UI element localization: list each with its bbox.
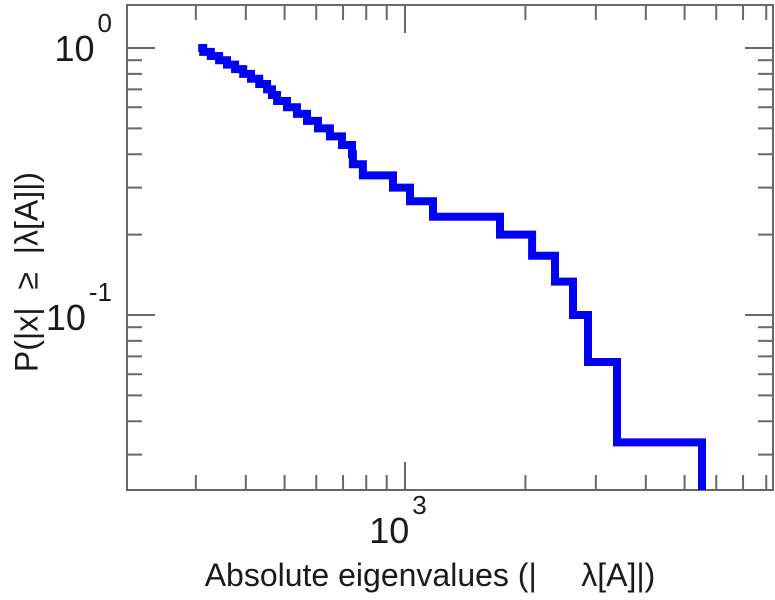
- y-tick-label-1e-1: 10-1: [8, 279, 112, 338]
- axis-ticks: [127, 5, 773, 490]
- y-axis-title: P(|x| ≥ |λ[A]|): [8, 171, 45, 373]
- plot-frame: [126, 4, 774, 491]
- y-tick-exponent-1e0: 0: [97, 7, 112, 38]
- y-tick-exponent-1e-1: -1: [88, 276, 112, 307]
- x-tick-base-1e3: 10: [369, 510, 410, 551]
- y-tick-base-1e0: 10: [54, 28, 95, 69]
- x-tick-label-1e3: 103: [338, 492, 458, 551]
- y-tick-base-1e-1: 10: [45, 297, 86, 338]
- ccdf-curve: [198, 44, 706, 490]
- x-axis-title: Absolute eigenvalues (| λ[A]|): [204, 557, 656, 593]
- x-tick-exponent-1e3: 3: [412, 489, 427, 520]
- y-tick-label-1e0: 100: [18, 10, 112, 69]
